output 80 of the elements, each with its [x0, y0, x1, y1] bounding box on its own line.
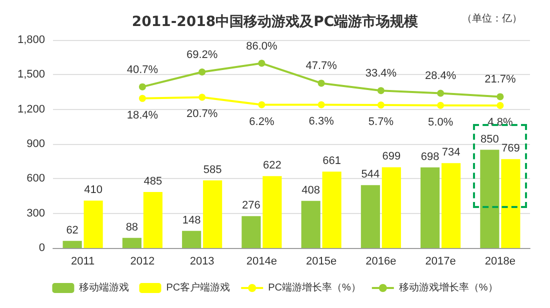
bar [322, 172, 342, 248]
legend-label: PC端游增长率（%） [268, 282, 361, 294]
point [318, 101, 325, 108]
data-label: 6.3% [308, 116, 334, 128]
data-label: 6.2% [249, 116, 274, 128]
data-label: 148 [182, 214, 201, 226]
x-tick-label: 2011 [70, 256, 95, 268]
point [258, 101, 266, 108]
bar [262, 176, 282, 248]
bar [143, 192, 162, 248]
point [318, 80, 325, 87]
bar [84, 200, 103, 248]
point [377, 87, 384, 94]
bar [420, 167, 440, 248]
point [437, 90, 444, 97]
bar [382, 167, 401, 248]
data-label: 62 [66, 224, 78, 236]
data-label: 40.7% [126, 64, 158, 76]
chart-title: 2011-2018中国移动游戏及PC端游市场规模 [132, 13, 420, 30]
data-label: 21.7% [484, 74, 516, 86]
bar [62, 240, 82, 248]
data-label: 20.7% [186, 108, 218, 120]
data-label: 622 [263, 160, 282, 172]
x-tick-label: 2012 [130, 256, 155, 268]
bar [360, 185, 380, 248]
y-tick-label: 1,500 [17, 68, 45, 81]
bar [301, 200, 320, 248]
y-tick-label: 1,800 [17, 34, 45, 46]
data-label: 276 [242, 200, 260, 212]
bar [182, 230, 202, 248]
point [377, 102, 384, 109]
point [138, 94, 146, 102]
point [198, 68, 206, 76]
x-tick-label: 2014e [246, 256, 277, 268]
data-label: 769 [502, 142, 520, 155]
point [437, 102, 444, 109]
text: （单位：亿） [462, 12, 522, 24]
legend-label: PC客户端游戏 [166, 282, 230, 294]
data-label: 33.4% [365, 68, 397, 80]
data-label: 88 [126, 221, 138, 234]
point [496, 93, 504, 100]
data-label: 28.4% [424, 70, 456, 82]
data-label: 410 [84, 184, 102, 196]
data-label: 5.0% [428, 116, 454, 128]
x-tick-label: 2018e [484, 256, 516, 268]
bar [122, 238, 142, 248]
x-tick-label: 2017e [425, 256, 456, 268]
y-tick-label: 300 [26, 207, 45, 220]
bar [242, 216, 261, 248]
bar [480, 150, 500, 248]
y-tick-label: 1,200 [17, 103, 45, 116]
data-label: 5.7% [368, 116, 394, 128]
data-label: 698 [420, 150, 440, 163]
data-label: 661 [322, 155, 341, 168]
x-tick-label: 2013 [190, 256, 214, 268]
data-label: 850 [480, 133, 499, 146]
x-tick-label: 2016e [366, 256, 396, 268]
point [496, 102, 504, 109]
y-tick-label: 600 [26, 172, 45, 185]
data-label: 69.2% [186, 49, 218, 62]
data-label: 485 [144, 175, 162, 188]
legend-label: 移动端游戏 [79, 282, 130, 294]
y-tick-label: 900 [26, 138, 45, 150]
data-label: 47.7% [306, 60, 338, 72]
point [138, 83, 146, 90]
point [198, 94, 206, 101]
data-label: 699 [382, 150, 401, 163]
legend-label: 移动游戏增长率（%） [398, 282, 498, 294]
bar [501, 159, 520, 248]
data-label: 585 [203, 164, 222, 176]
point [258, 60, 266, 67]
bar [442, 163, 461, 248]
data-label: 86.0% [246, 40, 278, 52]
bar [203, 180, 222, 248]
y-tick-label: 0 [38, 242, 45, 254]
data-label: 18.4% [126, 109, 158, 122]
data-label: 408 [302, 184, 320, 196]
x-tick-label: 2015e [306, 256, 337, 268]
data-label: 544 [361, 168, 380, 181]
data-label: 734 [442, 146, 460, 159]
